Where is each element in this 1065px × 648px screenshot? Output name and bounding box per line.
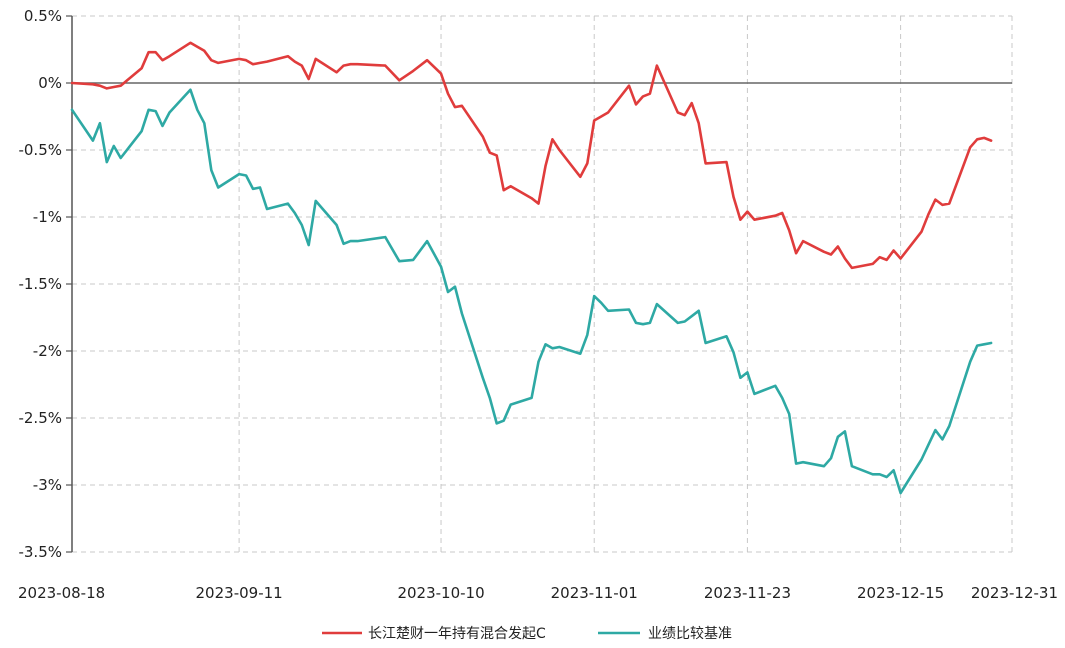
legend-label-series1: 长江楚财一年持有混合发起C xyxy=(368,626,546,642)
y-tick-label: -3.5% xyxy=(18,543,62,561)
x-tick-label: 2023-10-10 xyxy=(397,584,484,602)
x-tick-label: 2023-12-15 xyxy=(857,584,944,602)
series-lines xyxy=(70,41,993,495)
y-tick-label: 0.5% xyxy=(24,7,62,25)
y-tick-label: -1% xyxy=(33,208,62,226)
y-tick-label: -3% xyxy=(33,476,62,494)
y-tick-label: 0% xyxy=(38,74,62,92)
axes xyxy=(71,16,1012,552)
x-tick-label: 2023-08-18 xyxy=(18,584,105,602)
x-tick-label: 2023-12-31 xyxy=(971,584,1058,602)
y-tick-labels: 0.5% 0% -0.5% -1% -1.5% -2% -2.5% -3% -3.5% xyxy=(18,7,62,561)
x-tick-label: 2023-11-23 xyxy=(704,584,791,602)
x-tick-label: 2023-11-01 xyxy=(551,584,638,602)
x-tick-labels: 2023-08-18 2023-09-11 2023-10-10 2023-11-01… xyxy=(18,584,1058,602)
y-tick-label: -2.5% xyxy=(18,409,62,427)
legend: 长江楚财一年持有混合发起C 业绩比较基准 xyxy=(322,625,732,642)
y-tick-label: -1.5% xyxy=(18,275,62,293)
legend-label-series2: 业绩比较基准 xyxy=(648,625,732,642)
x-tick-label: 2023-09-11 xyxy=(196,584,283,602)
series-line-1 xyxy=(70,41,993,270)
grid-lines xyxy=(66,15,1013,553)
y-tick-label: -0.5% xyxy=(18,141,62,159)
series-line-2 xyxy=(70,88,993,495)
y-tick-label: -2% xyxy=(33,342,62,360)
